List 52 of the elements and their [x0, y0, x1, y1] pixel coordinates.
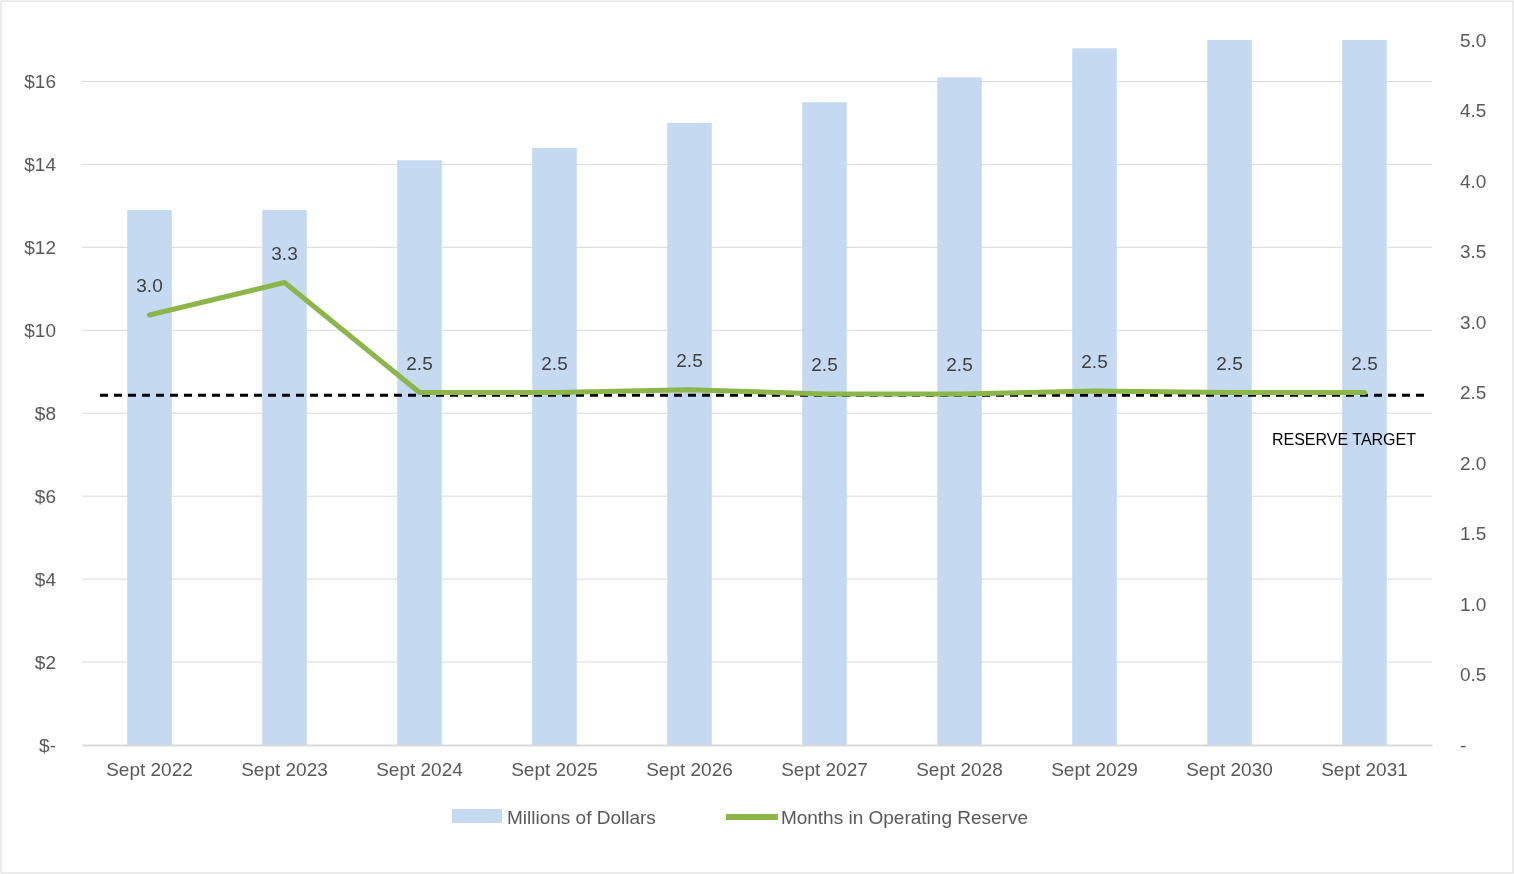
x-tick-label: Sept 2023: [241, 759, 328, 781]
x-tick-label: Sept 2027: [781, 759, 868, 781]
bar: [1072, 48, 1117, 745]
y2-tick-label: 3.0: [1460, 311, 1487, 333]
ref-line-label: RESERVE TARGET: [1271, 431, 1417, 449]
bar: [532, 147, 577, 745]
x-tick-label: Sept 2026: [646, 759, 733, 781]
data-label: 3.0: [136, 274, 163, 296]
data-label: 2.5: [406, 352, 433, 374]
y2-tick-label: 2.0: [1460, 452, 1487, 474]
bar: [397, 160, 442, 745]
y-tick-label: $10: [24, 319, 56, 341]
bar: [1207, 40, 1252, 745]
y2-tick-label: 1.5: [1460, 523, 1487, 545]
data-label: 2.5: [676, 349, 703, 371]
y-tick-label: $-: [39, 734, 56, 756]
y-tick-label: $16: [24, 71, 56, 93]
data-label: 2.5: [1216, 352, 1243, 374]
y2-tick-label: 1.0: [1460, 593, 1487, 615]
y2-tick-label: 5.0: [1460, 29, 1487, 51]
y-tick-label: $4: [34, 568, 57, 590]
x-tick-label: Sept 2030: [1186, 759, 1273, 781]
x-tick-label: Sept 2031: [1321, 759, 1408, 781]
bar: [667, 122, 712, 745]
data-label: 2.5: [541, 352, 568, 374]
y-tick-label: $14: [24, 153, 57, 175]
bar: [937, 77, 982, 745]
data-label: 3.3: [271, 242, 298, 264]
y2-tick-label: 3.5: [1460, 241, 1487, 263]
data-label: 2.5: [946, 353, 973, 375]
y-tick-label: $8: [34, 402, 56, 424]
data-label: 2.5: [1081, 351, 1108, 373]
bar: [262, 210, 307, 745]
y2-tick-label: -: [1460, 734, 1467, 756]
legend-label: Months in Operating Reserve: [780, 807, 1028, 828]
y-tick-label: $6: [34, 485, 56, 507]
y2-tick-label: 4.0: [1460, 170, 1487, 192]
y2-tick-label: 0.5: [1460, 664, 1487, 686]
x-tick-label: Sept 2022: [106, 759, 193, 781]
y2-tick-label: 4.5: [1460, 100, 1487, 122]
legend-label: Millions of Dollars: [507, 807, 656, 828]
y-tick-label: $2: [34, 651, 56, 673]
y2-tick-label: 2.5: [1460, 382, 1487, 404]
x-tick-label: Sept 2028: [916, 759, 1003, 781]
data-label: 2.5: [811, 353, 838, 375]
data-label: 2.5: [1351, 352, 1378, 374]
x-tick-label: Sept 2025: [511, 759, 598, 781]
bar: [802, 102, 847, 745]
bar: [127, 210, 172, 745]
x-tick-label: Sept 2024: [376, 759, 464, 781]
x-tick-label: Sept 2029: [1051, 759, 1138, 781]
y-tick-label: $12: [24, 236, 56, 258]
